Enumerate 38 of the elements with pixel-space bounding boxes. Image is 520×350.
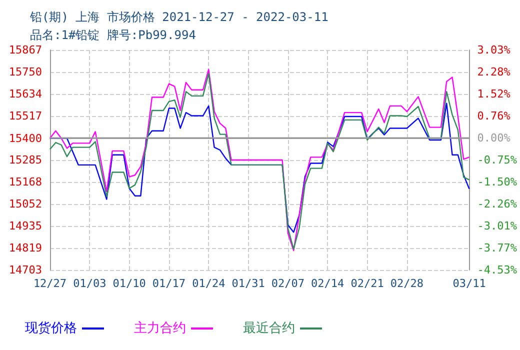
- chart-subtitle: 品名:1#铅锭 牌号:Pb99.994: [30, 28, 196, 42]
- y2-tick-label: 0.76%: [477, 110, 511, 123]
- x-tick-label: 02/28: [390, 277, 424, 290]
- x-tick-label: 01/31: [232, 277, 265, 290]
- x-tick-label: 03/11: [452, 277, 486, 290]
- x-tick-label: 02/21: [350, 277, 384, 290]
- x-tick-label: 01/10: [112, 277, 146, 290]
- x-tick-label: 02/07: [271, 277, 305, 290]
- legend-label: 现货价格: [25, 321, 77, 336]
- y-tick-label: 14703: [8, 264, 42, 276]
- y2-tick-label: 3.03%: [477, 44, 511, 56]
- y2-tick-label: 1.52%: [477, 87, 511, 100]
- legend-label: 最近合约: [243, 321, 295, 336]
- y-tick-label: 15867: [8, 44, 42, 56]
- x-tick-label: 01/17: [152, 277, 186, 290]
- y2-tick-label: -1.50%: [477, 175, 518, 188]
- y-tick-label: 14935: [8, 220, 42, 233]
- y-tick-label: 15750: [8, 66, 42, 79]
- y2-tick-label: -3.01%: [477, 219, 518, 232]
- y2-tick-label: -3.77%: [477, 241, 518, 254]
- y2-tick-label: 0.00%: [477, 132, 511, 145]
- x-tick-label: 02/14: [311, 277, 345, 290]
- y-tick-label: 15517: [8, 110, 42, 123]
- y-tick-label: 14819: [8, 242, 42, 255]
- x-tick-label: 01/03: [73, 277, 106, 290]
- y-tick-label: 15168: [8, 176, 42, 189]
- y2-tick-label: 2.28%: [477, 65, 511, 78]
- y-tick-label: 15634: [8, 88, 42, 101]
- y-tick-label: 15052: [8, 198, 42, 211]
- chart-title: 铅(期) 上海 市场价格 2021-12-27 - 2022-03-11: [29, 10, 328, 24]
- y2-tick-label: -0.75%: [477, 154, 518, 166]
- y-tick-label: 15400: [8, 132, 42, 145]
- x-tick-label: 01/24: [192, 277, 226, 290]
- x-tick-label: 12/27: [33, 277, 67, 290]
- y-tick-label: 15285: [8, 154, 42, 166]
- y2-tick-label: -2.26%: [477, 197, 518, 210]
- y2-tick-label: -4.53%: [477, 264, 518, 276]
- legend-label: 主力合约: [134, 320, 186, 336]
